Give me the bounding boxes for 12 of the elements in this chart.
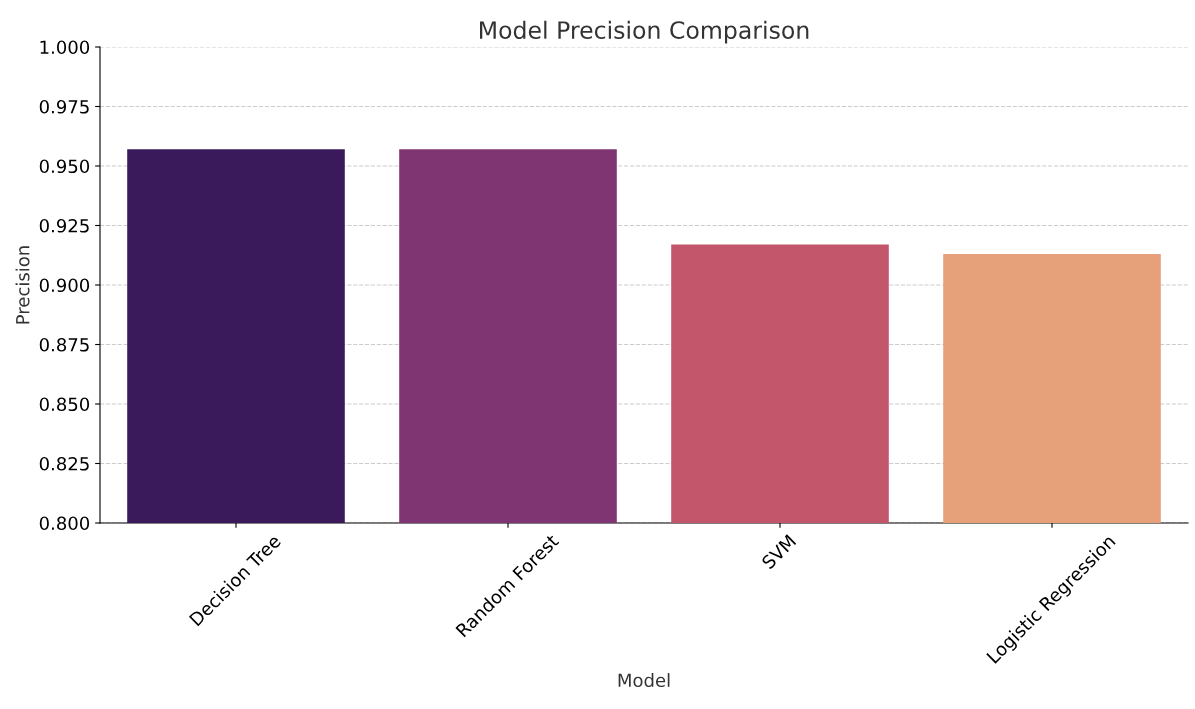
y-tick-label: 1.000 (40, 40, 90, 55)
y-axis-title: Precision (15, 246, 30, 324)
y-tick-label: 0.825 (39, 456, 89, 471)
y-tick-label: 0.950 (39, 159, 90, 174)
y-tick-label: 0.975 (39, 99, 89, 114)
y-tick-label: 0.850 (39, 397, 90, 412)
y-tick-label: 0.800 (39, 516, 90, 531)
y-tick-label: 0.900 (39, 278, 90, 293)
x-axis-title: Model (618, 673, 670, 688)
chart-title: Model Precision Comparison (480, 20, 809, 44)
y-tick-label: 0.875 (39, 337, 89, 352)
y-tick-label: 0.925 (39, 218, 89, 233)
